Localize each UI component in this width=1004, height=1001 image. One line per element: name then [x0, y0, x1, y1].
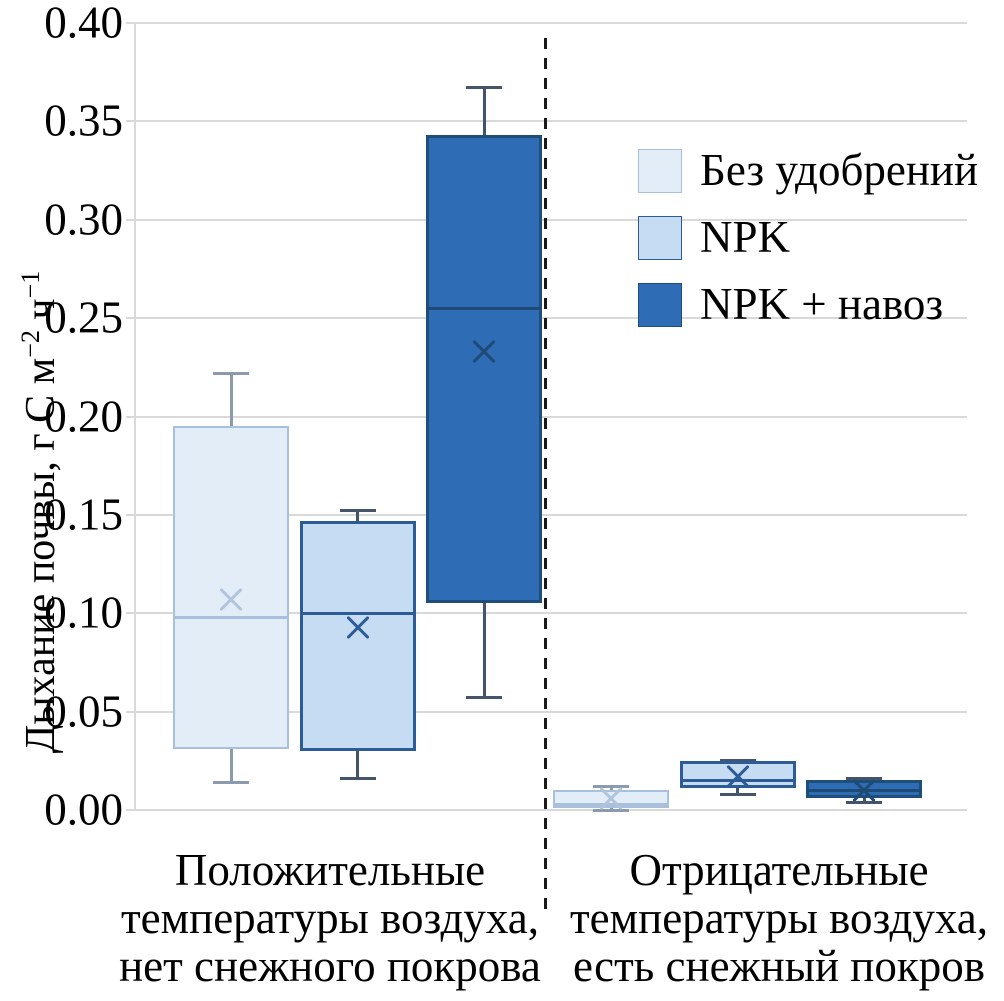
- x-category-label-line: есть снежный покров: [573, 941, 985, 992]
- boxplot-median-line: [426, 306, 542, 310]
- boxplot-whisker-lower: [862, 798, 866, 803]
- y-axis-tick: [126, 612, 135, 615]
- y-axis-title-text: ч: [18, 298, 64, 331]
- y-tick-label: 0.35: [44, 95, 123, 146]
- legend-swatch: [638, 282, 682, 327]
- y-axis-tick: [126, 120, 135, 123]
- boxplot-median-line: [679, 778, 796, 782]
- y-tick-label: 0.05: [44, 686, 123, 737]
- boxplot-whisker-lower: [356, 750, 359, 779]
- boxplot-box: [173, 426, 289, 749]
- x-category-label: Отрицательные температуры воздуха, есть сн…: [529, 845, 1004, 992]
- boxplot-median-line: [299, 611, 416, 615]
- y-axis-tick: [126, 513, 135, 516]
- x-category-label-line: температуры воздуха,: [570, 893, 988, 944]
- legend-swatch: [638, 215, 682, 260]
- y-tick-label: 0.10: [44, 587, 123, 638]
- boxplot-whisker-cap-upper: [593, 784, 629, 788]
- y-axis-title-text: Дыхание почвы, г С м: [18, 357, 64, 754]
- boxplot-median-line: [553, 802, 669, 806]
- legend-item: Без удобрений: [638, 148, 978, 193]
- y-tick-label: 0.40: [44, 0, 123, 48]
- boxplot-whisker-cap-lower: [846, 800, 882, 804]
- boxplot-whisker-lower: [736, 788, 739, 795]
- y-axis-tick: [126, 317, 135, 320]
- boxplot-whisker-upper: [229, 373, 233, 427]
- boxplot-whisker-upper: [609, 786, 613, 791]
- boxplot-whisker-lower: [229, 749, 233, 783]
- gridline: [135, 612, 967, 615]
- x-category-label-line: Положительные: [174, 845, 486, 895]
- y-axis-spine: [134, 23, 136, 810]
- boxplot-whisker-cap-lower: [213, 780, 249, 784]
- gridline: [135, 120, 967, 123]
- boxplot-whisker-lower: [482, 603, 486, 698]
- y-axis-tick: [126, 809, 135, 811]
- x-category-label-line: Отрицательные: [629, 845, 929, 895]
- y-tick-label: 0.00: [44, 784, 123, 835]
- legend-label: NPK + навоз: [700, 279, 944, 329]
- legend-label: Без удобрений: [700, 145, 979, 195]
- legend-label: NPK: [700, 212, 791, 262]
- boxplot-mean-marker: [849, 775, 879, 805]
- boxplot-box: [299, 520, 416, 751]
- boxplot-whisker-upper: [356, 510, 359, 521]
- gridline: [135, 415, 967, 418]
- y-tick-label: 0.30: [44, 194, 123, 245]
- boxplot-median-line: [173, 615, 289, 619]
- y-axis-title-superscript: −2: [16, 330, 45, 358]
- y-axis-title-superscript: −1: [16, 270, 45, 299]
- boxplot-whisker-upper: [482, 87, 486, 136]
- boxplot-mean-marker: [343, 612, 373, 642]
- boxplot-mean-marker: [596, 783, 626, 813]
- gridline: [135, 218, 967, 221]
- x-category-label-line: температуры воздуха,: [121, 893, 539, 944]
- boxplot-whisker-cap-lower: [593, 808, 629, 812]
- gridline: [135, 710, 967, 713]
- boxplot-whisker-cap-upper: [213, 371, 249, 375]
- y-axis-tick: [126, 22, 135, 24]
- legend-swatch: [638, 148, 682, 193]
- x-category-label: Положительные температуры воздуха, нет сне…: [80, 845, 580, 992]
- y-tick-label: 0.25: [44, 292, 123, 343]
- boxplot-whisker-cap-upper: [466, 86, 502, 90]
- y-tick-label: 0.15: [44, 489, 123, 540]
- y-axis-title: Дыхание почвы, г С м−2 ч−1: [16, 270, 64, 754]
- boxplot-mean-marker: [216, 584, 246, 614]
- gridline: [135, 809, 967, 811]
- boxplot-whisker-cap-lower: [466, 696, 502, 700]
- boxplot-whisker-cap-upper: [339, 509, 376, 513]
- y-axis-tick: [126, 710, 135, 713]
- boxplot-whisker-cap-lower: [719, 792, 756, 796]
- gridline: [135, 513, 967, 516]
- y-tick-label: 0.20: [44, 391, 123, 441]
- legend-item: NPK: [638, 215, 978, 260]
- legend-item: NPK + навоз: [638, 282, 978, 327]
- legend: Без удобрений NPK NPK + навоз: [638, 148, 978, 327]
- group-separator-dashed-line: [544, 38, 547, 912]
- gridline: [135, 317, 967, 320]
- boxplot-mean-marker: [723, 762, 753, 792]
- y-axis-tick: [126, 415, 135, 418]
- boxplot-box: [426, 135, 542, 604]
- boxplot-whisker-cap-upper: [846, 777, 882, 781]
- y-axis-tick: [126, 218, 135, 221]
- boxplot-mean-marker: [469, 337, 499, 367]
- gridline: [135, 22, 967, 24]
- boxplot-whisker-cap-lower: [339, 777, 376, 781]
- x-category-label-line: нет снежного покрова: [119, 941, 541, 992]
